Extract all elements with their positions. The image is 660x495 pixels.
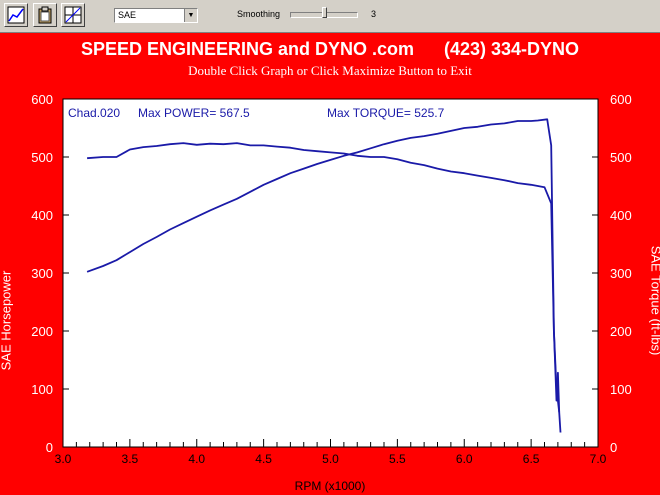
- graph-icon: [7, 6, 25, 24]
- x-tick-label: 5.5: [389, 452, 406, 466]
- layout-icon: [64, 6, 82, 24]
- x-tick-label: 3.0: [55, 452, 72, 466]
- y-tick-label-left: 500: [31, 150, 53, 165]
- y-tick-label-right: 200: [610, 324, 632, 339]
- x-tick-label: 6.5: [523, 452, 540, 466]
- x-tick-label: 4.5: [255, 452, 272, 466]
- x-tick-label: 3.5: [122, 452, 139, 466]
- smoothing-value: 3: [371, 9, 377, 19]
- horsepower-line: [86, 118, 562, 433]
- plot-area: [63, 99, 598, 447]
- x-tick-label: 7.0: [590, 452, 607, 466]
- y-tick-label-right: 0: [610, 440, 617, 455]
- graph-subtitle: Double Click Graph or Click Maximize But…: [188, 63, 472, 78]
- toolbar: SAE ▼ Smoothing 3: [0, 0, 660, 33]
- y-tick-label-left: 600: [31, 92, 53, 107]
- smoothing-slider-thumb[interactable]: [322, 7, 327, 18]
- y-tick-label-right: 500: [610, 150, 632, 165]
- y-axis-label-right: SAE Torque (ft-lbs): [648, 245, 660, 356]
- y-axis-label-left: SAE Horsepower: [0, 270, 14, 371]
- dyno-graph[interactable]: SPEED ENGINEERING and DYNO .com (423) 33…: [0, 33, 660, 495]
- smoothing-label: Smoothing: [237, 9, 281, 19]
- x-tick-label: 6.0: [456, 452, 473, 466]
- max-power-label: Max POWER= 567.5: [138, 106, 250, 120]
- x-axis-label: RPM (x1000): [294, 479, 366, 493]
- plot-frame: [62, 98, 599, 448]
- layout-button[interactable]: [61, 3, 85, 27]
- run-label: Chad.020: [68, 106, 120, 120]
- y-tick-label-left: 200: [31, 324, 53, 339]
- clipboard-icon: [38, 6, 52, 24]
- y-tick-label-right: 100: [610, 382, 632, 397]
- correction-select[interactable]: SAE ▼: [114, 8, 198, 23]
- y-tick-label-right: 400: [610, 208, 632, 223]
- x-tick-label: 4.0: [188, 452, 205, 466]
- correction-select-value: SAE: [118, 10, 137, 20]
- graph-title: SPEED ENGINEERING and DYNO .com (423) 33…: [80, 39, 580, 59]
- y-tick-label-right: 300: [610, 266, 632, 281]
- y-tick-label-left: 300: [31, 266, 53, 281]
- graph-button[interactable]: [4, 3, 28, 27]
- chevron-down-icon[interactable]: ▼: [184, 9, 197, 22]
- y-tick-label-left: 400: [31, 208, 53, 223]
- y-tick-label-left: 0: [46, 440, 53, 455]
- y-tick-label-left: 100: [31, 382, 53, 397]
- x-tick-label: 5.0: [322, 452, 339, 466]
- y-tick-label-right: 600: [610, 92, 632, 107]
- torque-line: [87, 142, 561, 413]
- clipboard-button[interactable]: [33, 3, 57, 27]
- max-torque-label: Max TORQUE= 525.7: [327, 106, 445, 120]
